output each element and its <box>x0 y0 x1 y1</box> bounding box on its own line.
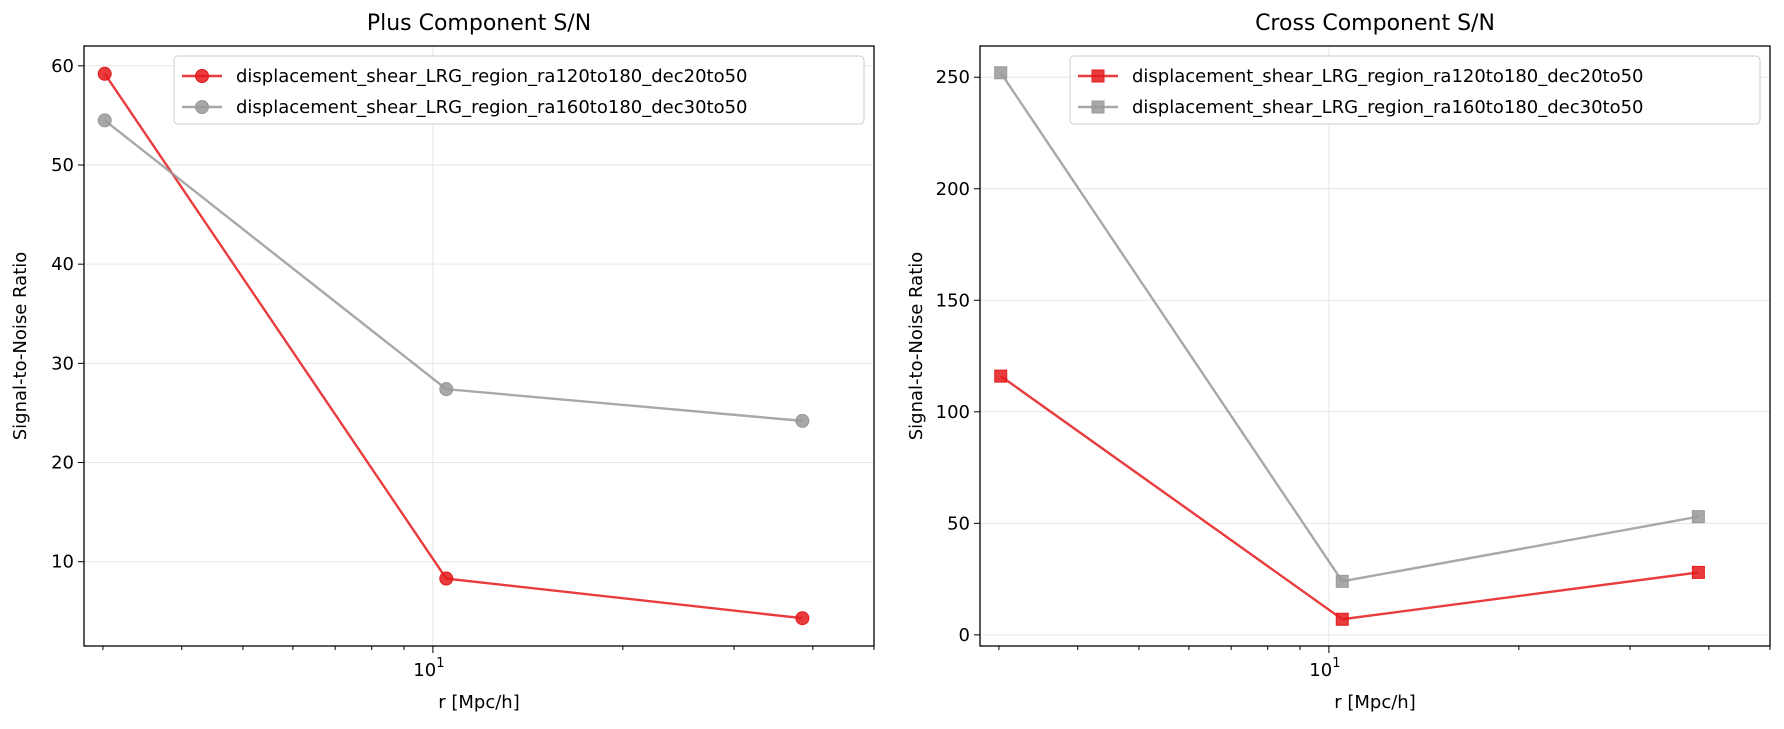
cross-component-chart: Cross Component S/N r [Mpc/h] Signal-to-… <box>906 11 1771 713</box>
y-axis-label: Signal-to-Noise Ratio <box>906 252 927 441</box>
legend-marker <box>1091 100 1105 114</box>
data-point <box>994 369 1008 383</box>
series-line <box>999 72 1699 583</box>
y-tick-label: 10 <box>51 552 74 573</box>
grid <box>980 46 1770 646</box>
x-axis-label: r [Mpc/h] <box>1334 692 1416 713</box>
legend-box <box>173 55 865 125</box>
series-line <box>103 73 803 620</box>
chart-title: Cross Component S/N <box>1255 11 1495 36</box>
data-point <box>1691 565 1705 579</box>
data-point <box>795 611 810 626</box>
x-tick-label: 101 <box>1309 656 1340 681</box>
data-point <box>795 413 810 428</box>
y-tick-label: 0 <box>959 625 970 646</box>
chart-title: Plus Component S/N <box>367 11 591 36</box>
legend-marker <box>1091 69 1105 83</box>
legend-marker <box>195 69 209 83</box>
y-tick-label: 50 <box>947 513 970 534</box>
data-point <box>1335 612 1349 626</box>
legend: displacement_shear_LRG_region_ra120to180… <box>1069 55 1761 125</box>
data-point <box>1335 574 1349 588</box>
series-1 <box>994 66 1705 588</box>
y-tick-label: 100 <box>936 402 970 423</box>
y-tick-label: 40 <box>51 254 74 275</box>
y-tick-label: 250 <box>936 67 970 88</box>
legend-label: displacement_shear_LRG_region_ra120to180… <box>1132 66 1644 87</box>
legend-label: displacement_shear_LRG_region_ra160to180… <box>1132 97 1644 118</box>
data-point <box>1691 510 1705 524</box>
series-0 <box>994 369 1705 626</box>
y-tick-label: 60 <box>51 56 74 77</box>
legend: displacement_shear_LRG_region_ra120to180… <box>173 55 865 125</box>
legend-label: displacement_shear_LRG_region_ra120to180… <box>236 66 748 87</box>
data-point <box>994 66 1008 80</box>
data-point <box>97 113 112 128</box>
series-line <box>1000 375 1699 621</box>
x-tick-label: 101 <box>413 656 444 681</box>
series-1 <box>97 113 810 428</box>
y-tick-label: 200 <box>936 179 970 200</box>
legend-box <box>1069 55 1761 125</box>
data-point <box>439 571 454 586</box>
legend-marker <box>195 100 209 114</box>
data-point <box>439 382 454 397</box>
plus-component-chart: Plus Component S/N r [Mpc/h] Signal-to-N… <box>10 11 875 713</box>
data-point <box>97 66 112 81</box>
axes-frame <box>979 45 1771 647</box>
legend-label: displacement_shear_LRG_region_ra160to180… <box>236 97 748 118</box>
series-0 <box>97 66 810 626</box>
grid <box>84 46 874 646</box>
y-axis-label: Signal-to-Noise Ratio <box>10 252 31 441</box>
x-axis-label: r [Mpc/h] <box>438 692 520 713</box>
y-tick-label: 20 <box>51 453 74 474</box>
y-tick-label: 30 <box>51 353 74 374</box>
y-tick-label: 50 <box>51 155 74 176</box>
axes-frame <box>83 45 875 647</box>
y-tick-label: 150 <box>936 290 970 311</box>
